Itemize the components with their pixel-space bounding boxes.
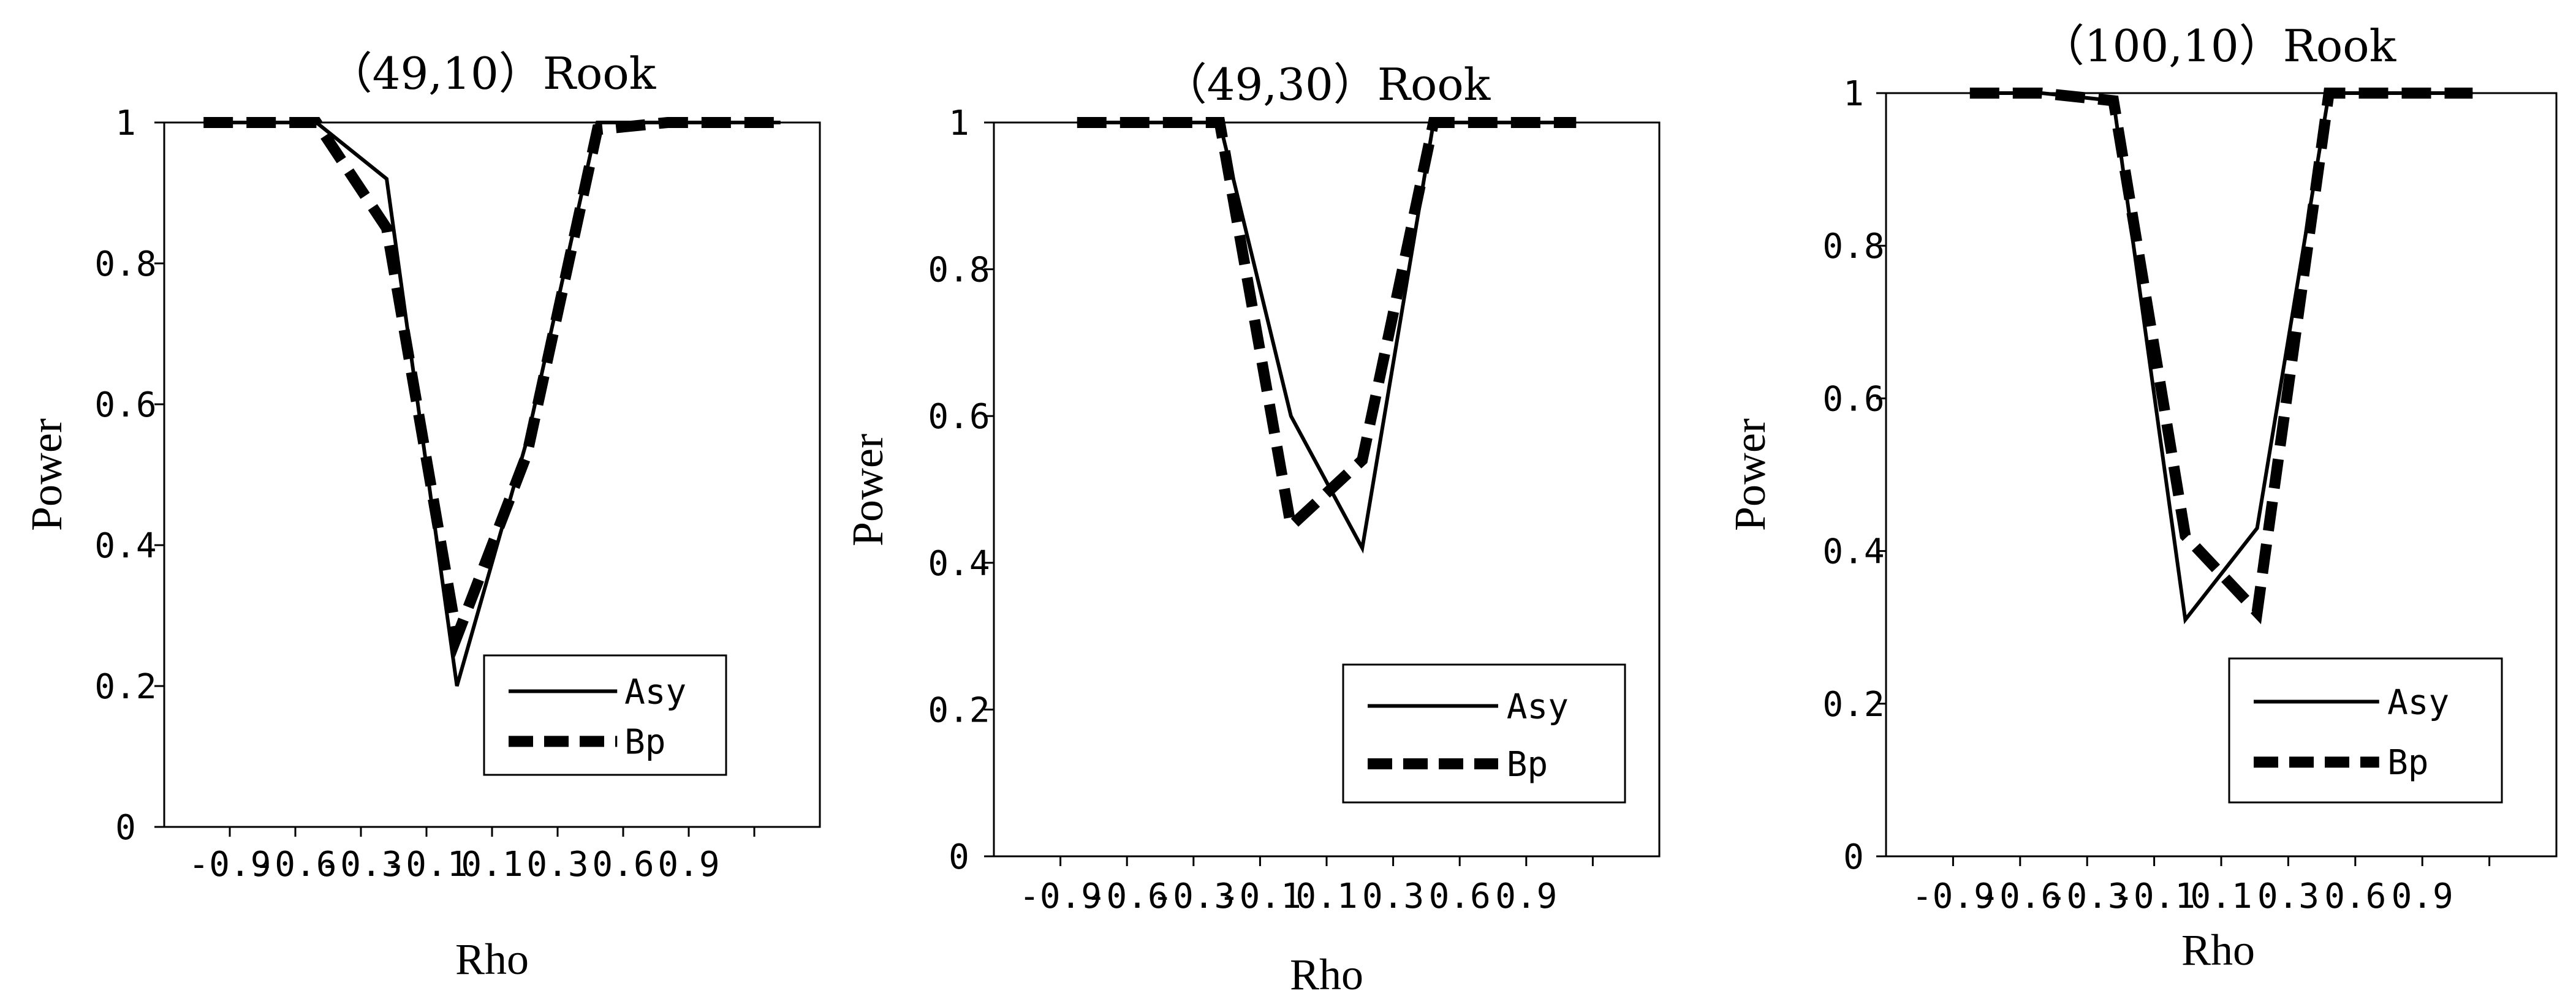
x-tick-label: 0.3	[1362, 877, 1424, 916]
legend-label-bp: Bp	[1507, 745, 1548, 785]
y-tick-label: 0	[1843, 837, 1864, 877]
x-tick-label: -0.9	[1912, 877, 1995, 916]
y-tick-label: 0.8	[94, 244, 156, 284]
y-tick-label: 1	[1843, 74, 1864, 114]
y-tick-label: 1	[949, 104, 969, 143]
legend-label-bp: Bp	[624, 722, 665, 762]
x-tick-label: -0.1	[385, 845, 468, 884]
x-tick-label: 0.1	[2190, 877, 2252, 916]
x-tick-label: -0.1	[1219, 877, 1301, 916]
x-tick-label: 0.6	[2324, 877, 2386, 916]
chart-title: （49,10）Rook	[328, 48, 657, 99]
chart-title: （100,10）Rook	[2040, 20, 2397, 72]
x-tick-label: 0.3	[2257, 877, 2319, 916]
y-tick-label: 0.6	[928, 397, 990, 437]
legend: Asy Bp	[1342, 663, 1626, 804]
y-tick-label: 0.8	[928, 251, 990, 290]
legend-label-bp: Bp	[2387, 743, 2428, 783]
chart-panel-3: 00.20.40.60.81-0.9-0.6-0.3-0.10.1 0.3 0.6 0…	[1726, 20, 2558, 975]
series-line-asy	[1077, 121, 1577, 554]
chart-panel-1: 00.20.40.60.81-0.9-0.6-0.3-0.10.1 0.3 0.6 0…	[22, 48, 821, 984]
x-tick-label: -0.6	[1979, 877, 2061, 916]
x-tick-label: 0.6	[1429, 877, 1491, 916]
x-tick-label: 0.6	[592, 845, 654, 884]
x-tick-label: -0.9	[189, 845, 271, 884]
y-tick-label: 0.2	[928, 690, 990, 730]
y-tick-label: 0	[115, 808, 136, 848]
chart-title: （49,30）Rook	[1163, 59, 1491, 110]
y-tick-label: 0.6	[1822, 379, 1884, 419]
y-axis-label: Power	[1726, 418, 1775, 531]
y-tick-label: 0.4	[928, 544, 990, 584]
x-tick-label: -0.6	[254, 845, 337, 884]
series-line-bp	[1077, 117, 1577, 537]
y-tick-label: 0	[949, 837, 969, 877]
x-tick-label: -0.6	[1086, 877, 1169, 916]
x-tick-label: 0.1	[1295, 877, 1357, 916]
series-line-asy	[1969, 91, 2473, 625]
legend-label-asy: Asy	[2387, 683, 2449, 723]
series-line-asy	[203, 121, 781, 687]
x-tick-label: -0.3	[2046, 877, 2129, 916]
y-tick-label: 0.6	[94, 385, 156, 425]
x-axis-label: Rho	[455, 935, 529, 984]
chart-panel-2: 00.20.40.60.81-0.9-0.6-0.3-0.10.1 0.3 0.6 0…	[843, 59, 1661, 999]
x-tick-label: 0.9	[2392, 877, 2453, 916]
x-tick-label: -0.3	[320, 845, 403, 884]
legend-box	[1342, 663, 1626, 804]
y-tick-label: 0.4	[94, 526, 156, 566]
y-tick-label: 0.2	[94, 667, 156, 707]
legend: Asy Bp	[2228, 657, 2503, 804]
y-tick-label: 0.4	[1822, 532, 1884, 572]
y-axis-label: Power	[22, 418, 71, 531]
y-axis-label: Power	[843, 434, 892, 546]
legend-box	[2228, 657, 2503, 804]
x-tick-label: -0.1	[2113, 877, 2195, 916]
x-axis-label: Rho	[1290, 950, 1363, 999]
x-tick-label: -0.9	[1019, 877, 1102, 916]
legend: Asy Bp	[483, 654, 727, 776]
x-axis-label: Rho	[2181, 926, 2255, 975]
x-tick-label: -0.3	[1152, 877, 1235, 916]
legend-label-asy: Asy	[624, 673, 686, 712]
series-line-bp	[1969, 88, 2473, 625]
legend-label-asy: Asy	[1507, 687, 1569, 727]
x-tick-label: 0.1	[461, 845, 523, 884]
y-tick-label: 1	[115, 104, 136, 143]
y-tick-label: 0.8	[1822, 227, 1884, 266]
x-tick-label: 0.9	[657, 845, 719, 884]
legend-box	[483, 654, 727, 776]
series-line-bp	[203, 117, 781, 658]
y-tick-label: 0.2	[1822, 685, 1884, 725]
x-tick-label: 0.3	[526, 845, 588, 884]
x-tick-label: 0.9	[1495, 877, 1557, 916]
